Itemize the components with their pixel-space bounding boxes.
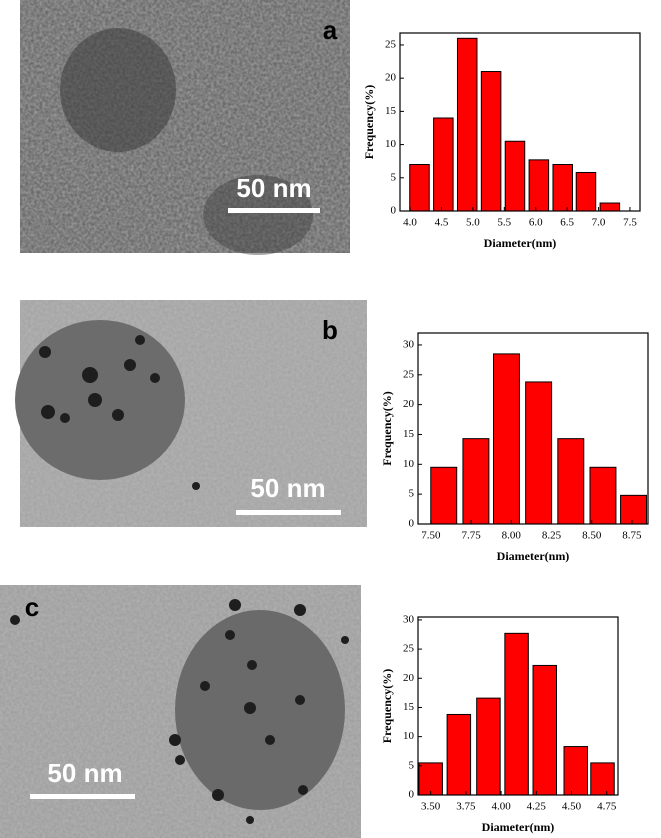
x-axis-label: Diameter(nm)	[497, 549, 570, 563]
y-tick-label: 0	[409, 789, 415, 801]
y-tick-label: 5	[409, 759, 415, 771]
bar	[418, 762, 443, 796]
bar	[552, 164, 573, 212]
bar	[590, 762, 615, 796]
x-tick-label: 7.5	[623, 217, 637, 229]
y-tick-label: 25	[403, 368, 415, 380]
y-tick-label: 15	[385, 105, 397, 117]
x-tick-label: 5.5	[497, 217, 511, 229]
plot-frame	[417, 332, 649, 525]
y-tick-label: 20	[403, 672, 415, 684]
x-tick-label: 7.0	[592, 217, 606, 229]
bar	[504, 140, 526, 212]
bar	[446, 713, 472, 796]
x-axis-label: Diameter(nm)	[484, 236, 557, 250]
tem-image: a 50 nm	[20, 0, 350, 255]
y-tick-label: 5	[391, 171, 397, 183]
x-tick-label: 7.50	[421, 530, 441, 542]
x-tick-label: 6.5	[560, 217, 574, 229]
x-tick-label: 8.50	[582, 530, 602, 542]
bar	[480, 71, 502, 212]
y-axis-label: Frequency(%)	[362, 85, 376, 159]
y-tick-label: 15	[403, 428, 415, 440]
y-tick-label: 5	[409, 488, 415, 500]
panel-label: c	[25, 592, 39, 622]
plot-frame	[399, 32, 641, 212]
x-tick-label: 8.25	[542, 530, 562, 542]
bar	[599, 202, 621, 212]
scale-bar-label: 50 nm	[236, 173, 311, 203]
y-tick-label: 20	[385, 72, 397, 84]
y-tick-label: 10	[403, 730, 415, 742]
x-tick-label: 8.00	[502, 530, 522, 542]
bar	[528, 159, 550, 212]
bar	[433, 117, 454, 212]
x-tick-label: 6.0	[529, 217, 543, 229]
bar	[589, 466, 617, 525]
y-axis-label: Frequency(%)	[380, 391, 394, 465]
bar	[525, 381, 553, 525]
y-tick-label: 0	[409, 518, 415, 530]
bar	[504, 632, 529, 796]
y-tick-label: 15	[403, 701, 415, 713]
x-tick-label: 8.75	[622, 530, 642, 542]
x-tick-label: 4.00	[491, 801, 511, 813]
bar	[492, 353, 520, 525]
y-tick-label: 30	[403, 613, 415, 625]
x-tick-label: 4.25	[527, 801, 547, 813]
x-tick-label: 5.0	[466, 217, 480, 229]
x-tick-label: 4.75	[597, 801, 617, 813]
panel-label: a	[323, 15, 338, 45]
y-tick-label: 25	[385, 38, 397, 50]
bar	[430, 466, 458, 525]
y-tick-label: 10	[403, 458, 415, 470]
y-tick-label: 25	[403, 643, 415, 655]
scale-bar-label: 50 nm	[250, 473, 325, 503]
bar	[563, 746, 588, 796]
x-tick-label: 4.50	[562, 801, 582, 813]
x-tick-label: 4.0	[403, 217, 417, 229]
y-tick-label: 20	[403, 398, 415, 410]
bar	[456, 37, 478, 212]
x-tick-label: 7.75	[461, 530, 481, 542]
x-tick-label: 3.75	[456, 801, 476, 813]
bar	[409, 164, 430, 212]
y-tick-label: 0	[391, 205, 397, 217]
y-axis-label: Frequency(%)	[380, 669, 394, 743]
plot-frame	[417, 616, 619, 796]
tem-image: b 50 nm	[15, 300, 367, 527]
x-axis-label: Diameter(nm)	[482, 820, 555, 834]
bar	[476, 697, 501, 796]
bar	[462, 438, 490, 525]
bar	[620, 494, 647, 525]
bar	[557, 438, 585, 525]
bar	[532, 664, 558, 796]
panel-label: b	[322, 315, 338, 345]
y-tick-label: 30	[403, 338, 415, 350]
x-tick-label: 4.5	[435, 217, 449, 229]
scale-bar-label: 50 nm	[47, 758, 122, 788]
y-tick-label: 10	[385, 138, 397, 150]
tem-image: c 50 nm	[0, 585, 361, 838]
bar	[575, 171, 597, 212]
x-tick-label: 3.50	[421, 801, 441, 813]
